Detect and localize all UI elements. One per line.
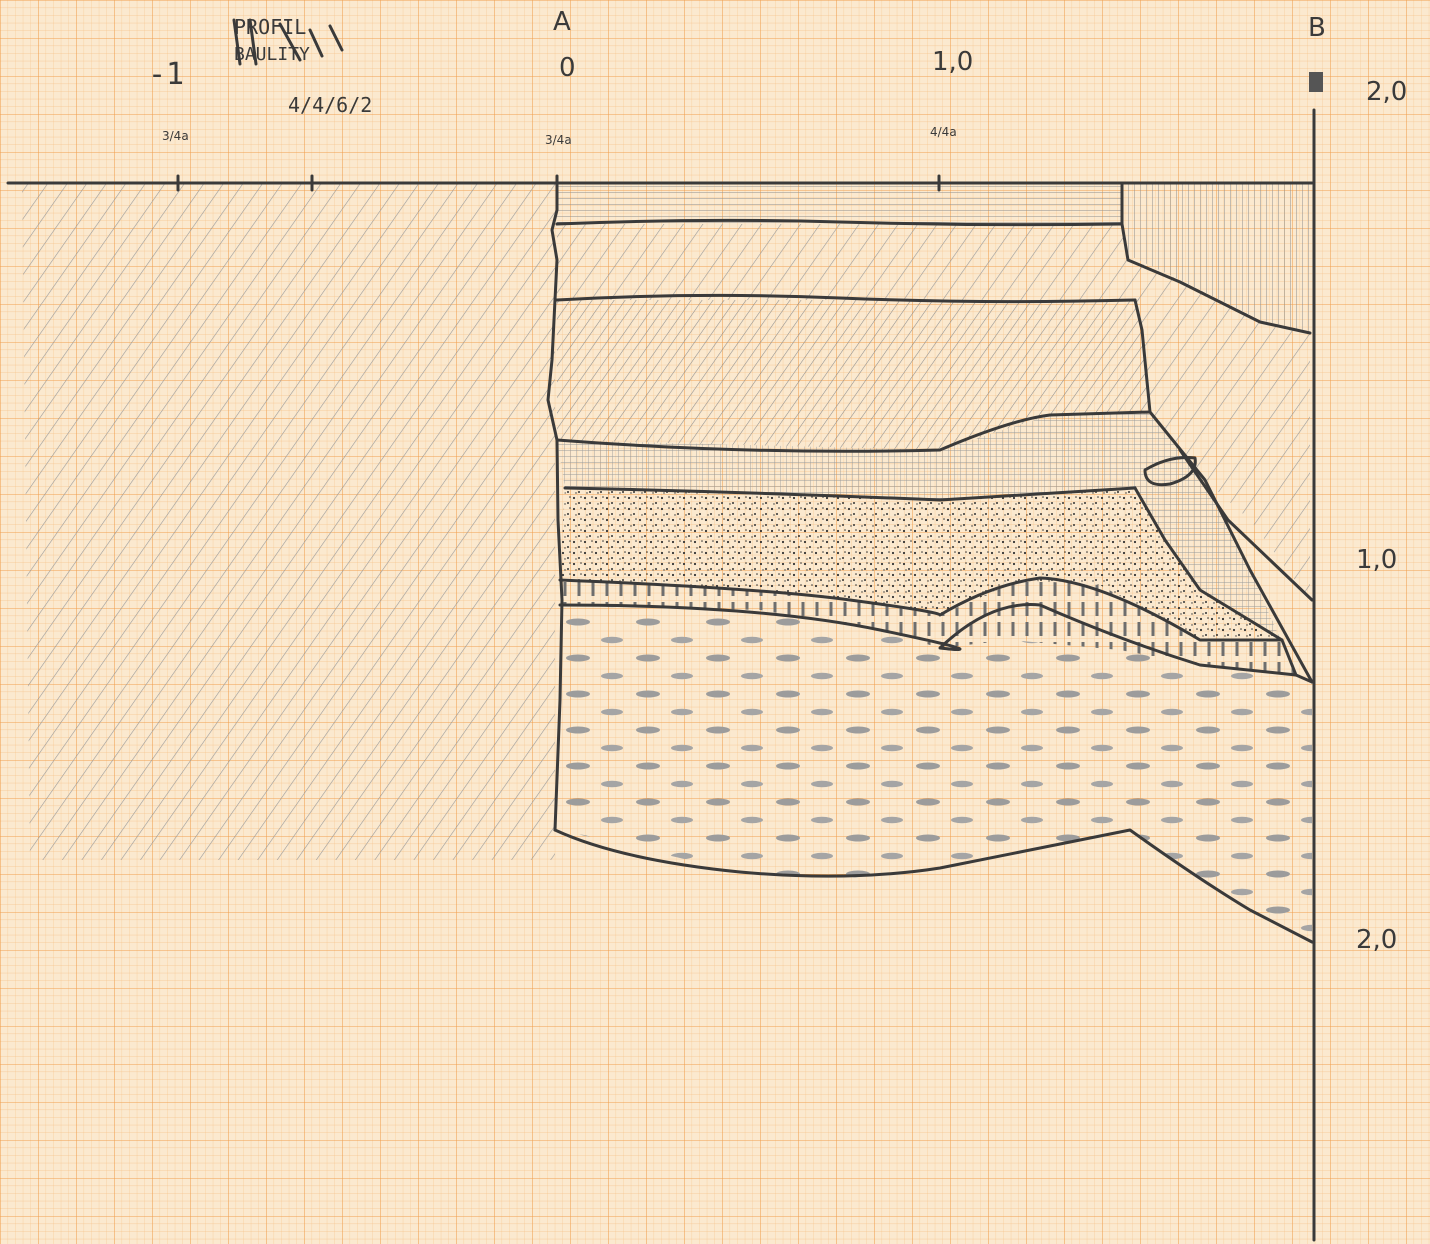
layer-diagonal-dense [557,300,1150,450]
profile-wall-left [546,182,564,832]
depth-two-label: 2,0 [1356,925,1397,955]
boundary-2 [555,293,1137,304]
layer-horizontal-band [557,184,1122,224]
hatched-block-left [22,184,555,860]
layer-diagonal-upper [557,224,1142,310]
layer-crosshatch [557,412,1175,500]
boundary-vertical-block [1120,182,1312,335]
title-scribble [232,18,344,66]
point-a-label: A [553,7,571,37]
layer-boundaries [6,108,1316,1242]
header-block: PROFIL BAULITY -1 4/4/6/2 [148,15,372,117]
layer-right-diagonal [1128,258,1310,600]
surface-ticks [176,174,941,192]
tick-label-1: 3/4a [162,129,189,143]
minus-one-label: -1 [148,57,184,92]
title-line-1: PROFIL [234,15,306,39]
boundary-4 [563,486,1137,502]
boundary-wedge [1133,298,1314,684]
inclusion-object [1143,456,1197,487]
point-b-label: B [1308,13,1326,43]
zero-label: 0 [559,53,576,83]
tick-label-3: 4/4a [930,125,957,139]
one-label: 1,0 [932,47,973,77]
boundary-1 [555,218,1124,227]
boundary-sand-right [1133,486,1298,677]
boundary-3 [555,410,1152,453]
depth-one-label: 1,0 [1356,545,1397,575]
layer-pebble-gravel [557,605,1312,940]
boundary-bottom [553,828,1314,944]
note-label: 4/4/6/2 [288,93,372,117]
axis-labels: A B 0 1,0 2,0 1,0 2,0 3/4a 3/4a 4/4a [162,7,1407,955]
layer-right-wedge [1135,412,1296,675]
boundary-6 [558,603,1314,684]
boundary-5 [558,576,1284,642]
layer-dotted-sand [560,488,1282,640]
two-label-top: 2,0 [1366,77,1407,107]
b-marker [1309,72,1323,92]
boundary-diagonal-right [1178,448,1314,602]
tick-label-2: 3/4a [545,133,572,147]
layer-vertical-block [1124,184,1310,332]
layer-tick-marks [560,580,1296,675]
